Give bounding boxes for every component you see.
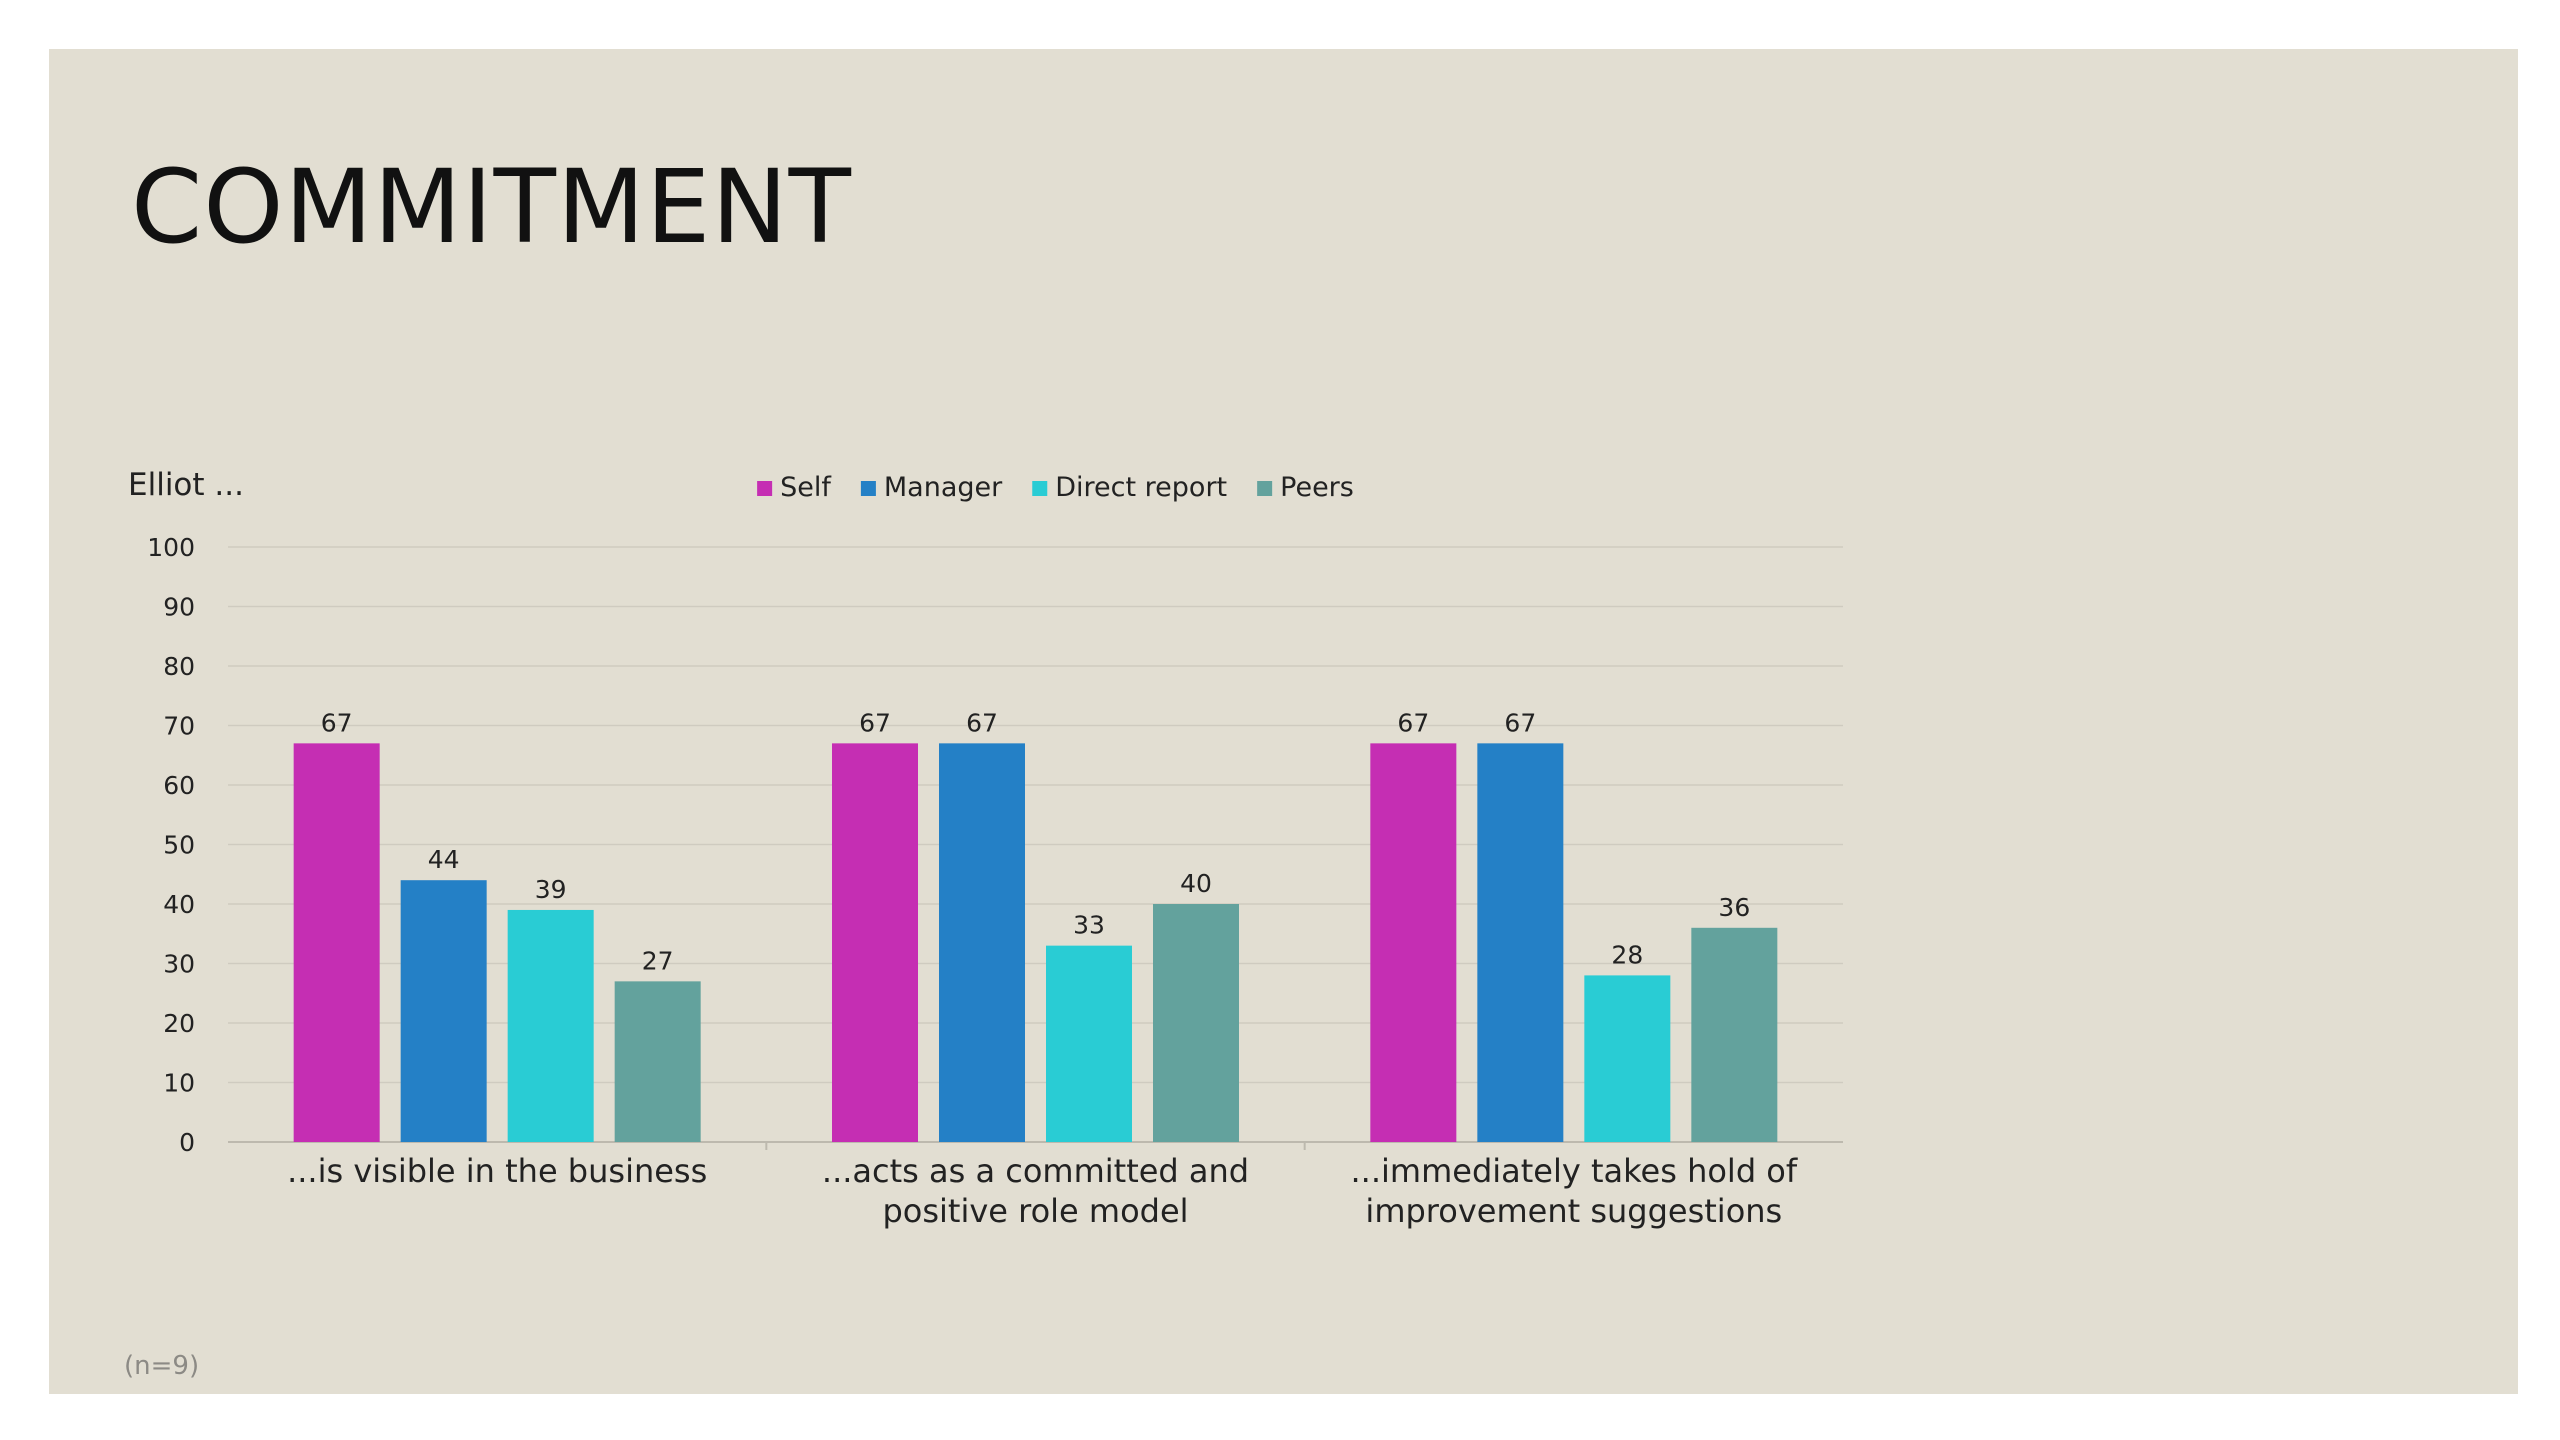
bar [293, 743, 380, 1142]
y-tick-label: 50 [163, 831, 195, 860]
data-label: 27 [642, 946, 674, 975]
y-tick-label: 10 [163, 1069, 195, 1098]
bar-chart: 0 10 20 30 40 50 60 70 80 90 100 67 44 39 27 ...is visi… [147, 472, 1843, 1230]
y-tick-label: 70 [163, 712, 195, 741]
data-label: 67 [1504, 708, 1536, 737]
legend-swatch [1032, 481, 1048, 496]
bar [939, 743, 1025, 1142]
bar [1477, 743, 1564, 1142]
legend-label: Peers [1280, 472, 1354, 503]
bar [1153, 904, 1239, 1142]
bar [507, 909, 594, 1142]
sample-size-note: (n=9) [124, 1351, 200, 1381]
x-category-label: improvement suggestions [1365, 1192, 1782, 1230]
x-category-label: positive role model [882, 1192, 1188, 1230]
bar [614, 981, 701, 1142]
bar [1370, 743, 1457, 1142]
data-label: 28 [1611, 940, 1643, 969]
legend-swatch [1257, 481, 1273, 496]
chart-subject: Elliot ... [128, 467, 244, 503]
bar [832, 743, 918, 1142]
data-label: 67 [859, 708, 891, 737]
x-category-label: ...immediately takes hold of [1351, 1152, 1798, 1190]
bar [1691, 927, 1778, 1142]
x-category-label: ...is visible in the business [287, 1152, 707, 1190]
data-label: 39 [535, 875, 567, 904]
legend-label: Self [780, 472, 832, 503]
y-tick-label: 40 [163, 890, 195, 919]
data-label: 36 [1718, 893, 1750, 922]
bar [1584, 975, 1671, 1142]
y-tick-label: 60 [163, 771, 195, 800]
legend-swatch [757, 481, 773, 496]
y-tick-label: 90 [163, 593, 195, 622]
slide: COMMITMENT Elliot ... 0 10 20 30 40 50 60 70 80 9… [49, 49, 2518, 1394]
bar [1046, 945, 1132, 1142]
x-category-label: ...acts as a committed and [822, 1152, 1249, 1190]
data-label: 67 [321, 708, 353, 737]
legend-label: Direct report [1055, 472, 1227, 503]
y-tick-label: 20 [163, 1009, 195, 1038]
data-label: 33 [1073, 911, 1105, 940]
data-label: 67 [966, 708, 998, 737]
data-label: 67 [1397, 708, 1429, 737]
data-label: 44 [428, 845, 460, 874]
data-label: 40 [1180, 869, 1212, 898]
y-tick-label: 100 [147, 533, 195, 562]
legend-swatch [860, 481, 876, 496]
y-tick-label: 80 [163, 652, 195, 681]
y-tick-label: 0 [179, 1128, 195, 1157]
legend-label: Manager [884, 472, 1003, 503]
bar [400, 880, 487, 1142]
slide-title: COMMITMENT [131, 148, 852, 267]
y-tick-label: 30 [163, 950, 195, 979]
